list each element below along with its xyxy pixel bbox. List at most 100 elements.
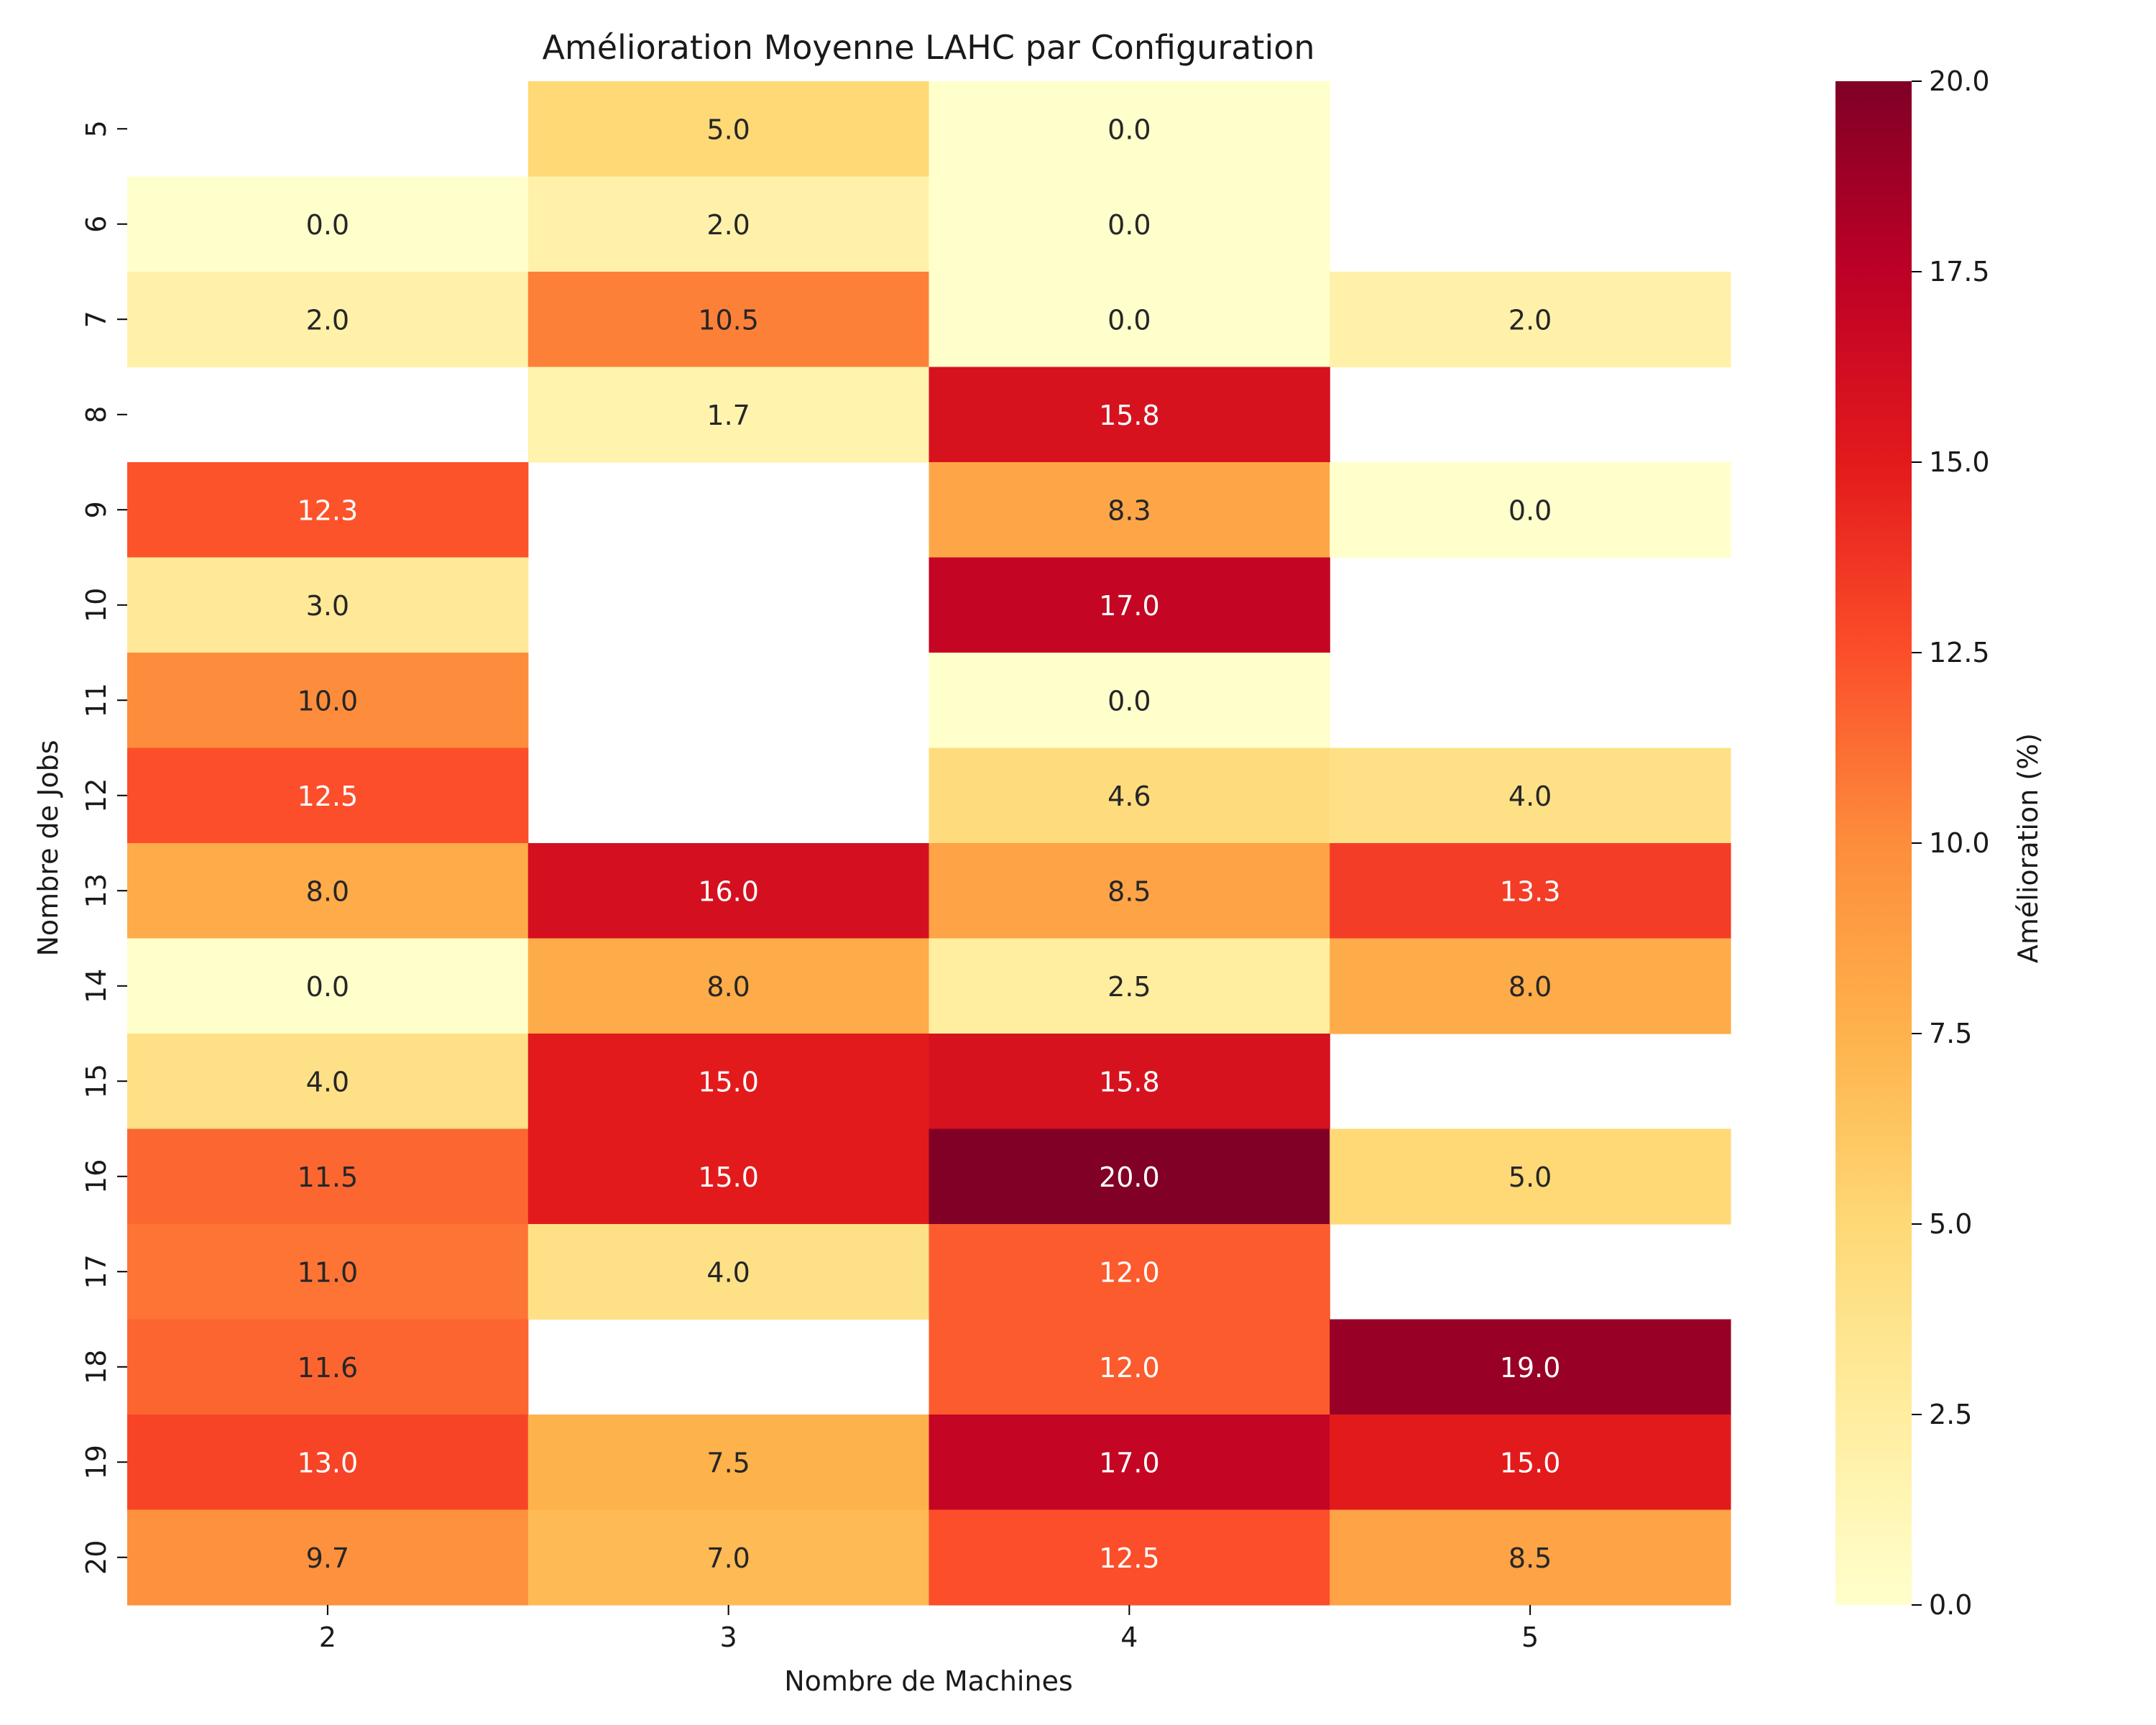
cell-value-label: 7.5: [706, 1447, 750, 1478]
colorbar-tick-label: 5.0: [1929, 1208, 1972, 1240]
colorbar: 0.0 2.5 5.0 7.5 10.0 12.5 15.0 17.5 20.0: [1835, 65, 1990, 1621]
heatmap-cell: [528, 1414, 930, 1511]
heatmap-cell: [127, 653, 529, 749]
colorbar-tick-label: 2.5: [1929, 1399, 1972, 1430]
colorbar-tick-label: 10.0: [1929, 827, 1990, 859]
cell-value-label: 8.3: [1107, 494, 1151, 526]
heatmap-cell: [929, 1034, 1330, 1130]
y-tick-label: 13: [80, 873, 112, 908]
cell-value-label: 0.0: [1107, 685, 1151, 717]
cell-value-label: 15.0: [698, 1066, 759, 1098]
y-tick-label: 8: [80, 406, 112, 423]
heatmap-cell: [929, 1224, 1330, 1320]
heatmap-cell: [528, 1509, 930, 1606]
heatmap-cell: [528, 176, 930, 272]
heatmap-cell: [929, 1509, 1330, 1606]
heatmap-cell: [929, 1319, 1330, 1415]
x-tick-label: 2: [319, 1622, 336, 1653]
heatmap-cell: [1330, 748, 1731, 844]
heatmap-cells: [127, 81, 1731, 1606]
y-tick-label: 14: [80, 969, 112, 1003]
cell-value-label: 4.0: [706, 1256, 750, 1288]
cell-value-label: 1.7: [706, 400, 750, 431]
heatmap-cell: [929, 272, 1330, 368]
cell-value-label: 2.0: [706, 209, 750, 241]
y-tick-label: 19: [80, 1445, 112, 1479]
cell-value-label: 17.0: [1099, 590, 1160, 622]
heatmap-cell: [929, 557, 1330, 653]
cell-value-label: 0.0: [306, 209, 349, 241]
y-tick-label: 6: [80, 216, 112, 233]
heatmap-cell: [127, 1319, 529, 1415]
cell-value-label: 8.5: [1107, 875, 1151, 907]
heatmap-cell: [1330, 272, 1731, 368]
cell-value-label: 2.5: [1107, 971, 1151, 1003]
y-axis-label: Nombre de Jobs: [32, 740, 64, 956]
cell-value-label: 15.8: [1099, 1066, 1160, 1098]
colorbar-tick-label: 20.0: [1929, 65, 1990, 97]
heatmap-cell: [1330, 462, 1731, 558]
heatmap-cell: [528, 272, 930, 368]
heatmap-cell: [127, 1509, 529, 1606]
cell-value-label: 12.5: [1099, 1542, 1160, 1574]
heatmap-cell: [127, 843, 529, 939]
cell-value-label: 5.0: [1508, 1162, 1552, 1193]
cell-value-label: 8.5: [1508, 1542, 1552, 1574]
y-tick-label: 9: [80, 501, 112, 518]
cell-value-label: 0.0: [1508, 494, 1552, 526]
heatmap-cell: [1330, 938, 1731, 1034]
colorbar-gradient: [1835, 81, 1912, 1605]
y-tick-label: 17: [80, 1254, 112, 1289]
heatmap-cell: [127, 462, 529, 558]
colorbar-tick-label: 17.5: [1929, 256, 1990, 288]
cell-value-label: 13.3: [1500, 875, 1561, 907]
cell-value-label: 10.5: [698, 304, 759, 336]
cell-value-label: 2.0: [306, 304, 349, 336]
heatmap-cell: [929, 843, 1330, 939]
heatmap-cell: [929, 1414, 1330, 1511]
y-tick-label: 18: [80, 1350, 112, 1384]
y-tick-label: 20: [80, 1540, 112, 1575]
heatmap-cell: [528, 1034, 930, 1130]
x-axis-label: Nombre de Machines: [784, 1665, 1073, 1697]
heatmap-cell: [528, 1128, 930, 1225]
cell-value-label: 4.6: [1107, 781, 1151, 812]
x-tick-label: 4: [1120, 1622, 1138, 1653]
y-axis-ticks: 5 6 7 8 9 10 11 12 13 14 15 16 17 18 19 20: [80, 120, 127, 1575]
heatmap-cell: [127, 1034, 529, 1130]
heatmap-cell: [929, 367, 1330, 463]
colorbar-label: Amélioration (%): [2012, 733, 2044, 963]
heatmap-cell: [528, 938, 930, 1034]
y-tick-label: 10: [80, 588, 112, 622]
y-tick-label: 12: [80, 778, 112, 813]
cell-value-label: 5.0: [706, 114, 750, 145]
cell-value-label: 11.5: [298, 1162, 359, 1193]
heatmap-cell: [127, 1414, 529, 1511]
cell-value-label: 12.0: [1099, 1352, 1160, 1384]
cell-value-label: 4.0: [306, 1066, 349, 1098]
heatmap-cell: [127, 1128, 529, 1225]
cell-value-label: 15.0: [698, 1162, 759, 1193]
cell-value-label: 8.0: [1508, 971, 1552, 1003]
y-tick-label: 15: [80, 1064, 112, 1098]
heatmap-cell: [127, 272, 529, 368]
heatmap-cell: [929, 1128, 1330, 1225]
heatmap-cell: [929, 176, 1330, 272]
x-tick-label: 5: [1521, 1622, 1539, 1653]
heatmap-cell: [528, 81, 930, 178]
cell-value-label: 12.5: [298, 781, 359, 812]
y-tick-label: 7: [80, 310, 112, 328]
heatmap-cell: [528, 1224, 930, 1320]
cell-value-label: 20.0: [1099, 1162, 1160, 1193]
colorbar-tick-label: 0.0: [1929, 1589, 1972, 1621]
colorbar-tick-label: 7.5: [1929, 1018, 1972, 1049]
cell-value-label: 4.0: [1508, 781, 1552, 812]
cell-value-label: 9.7: [306, 1542, 349, 1574]
colorbar-tick-label: 12.5: [1929, 637, 1990, 668]
cell-value-label: 12.3: [298, 494, 359, 526]
y-tick-label: 11: [80, 683, 112, 717]
heatmap-cell: [127, 1224, 529, 1320]
heatmap-cell: [127, 557, 529, 653]
cell-value-label: 15.0: [1500, 1447, 1561, 1478]
